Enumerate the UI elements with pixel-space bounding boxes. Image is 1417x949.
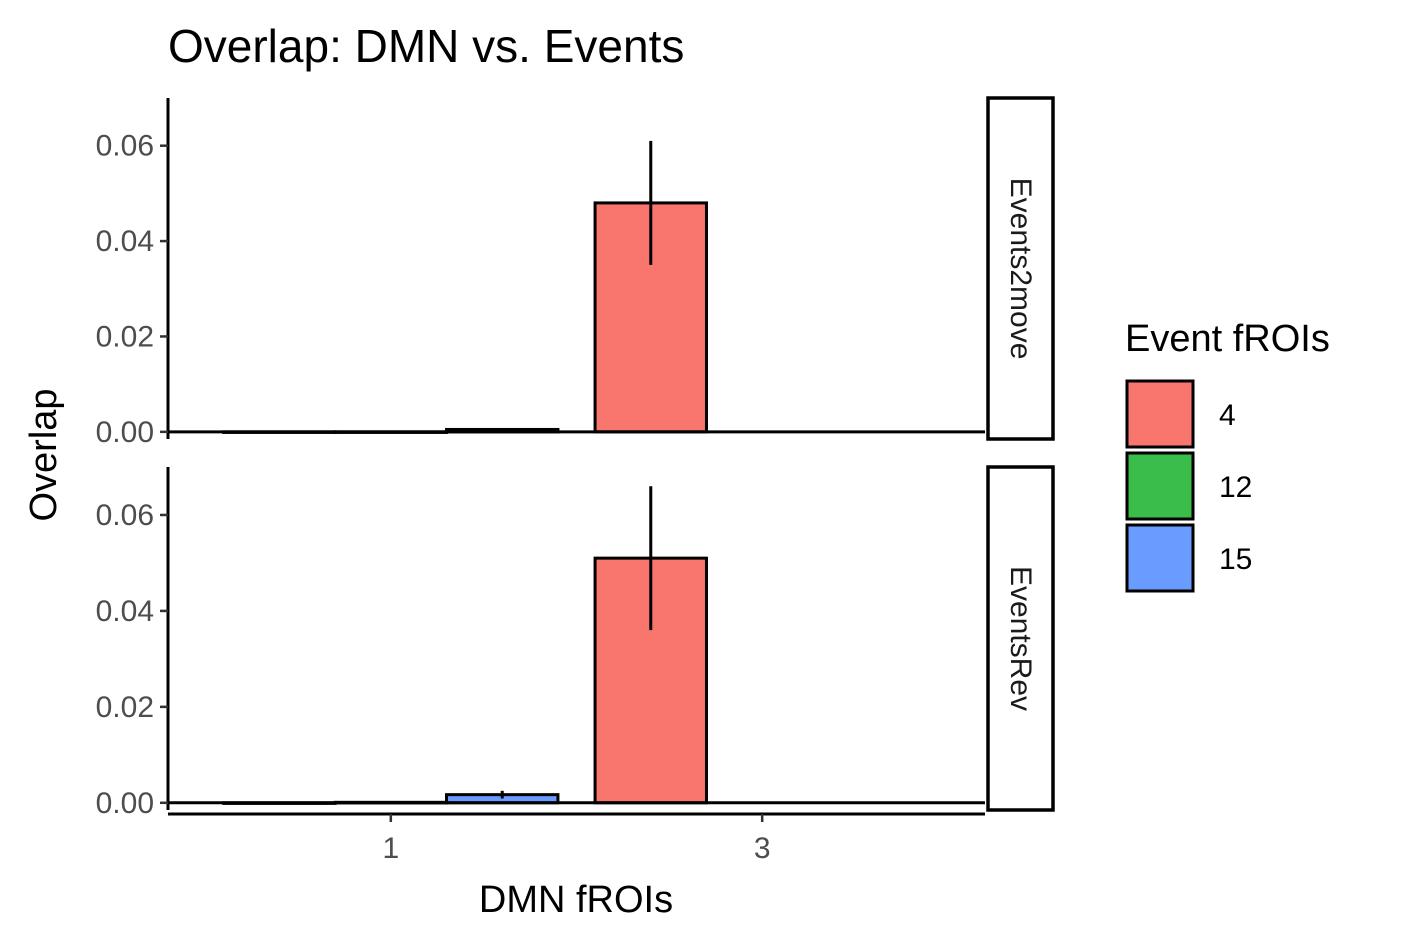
y-tick-label: 0.02 [96,320,154,353]
y-tick-label: 0.02 [96,691,154,724]
y-tick-label: 0.04 [96,595,154,628]
facet-strip [986,465,1055,812]
y-axis-title: Overlap [23,388,65,521]
legend: Event fROIs 4 12 15 [1125,318,1330,593]
x-axis-title: DMN fROIs [479,879,673,921]
facet-strip [986,96,1055,441]
y-tick-label: 0.04 [96,225,154,258]
legend-key [1125,451,1195,521]
legend-entries: 4 12 15 [1125,379,1252,593]
legend-key [1125,523,1195,593]
chart-title: Overlap: DMN vs. Events [168,20,684,72]
legend-key [1125,379,1195,449]
facet-strip-label: EventsRev [1004,566,1037,711]
legend-label: 4 [1219,399,1236,432]
x-tick-label: 1 [382,832,399,865]
y-tick-label: 0.00 [96,787,154,820]
y-tick-label: 0.06 [96,499,154,532]
legend-label: 12 [1219,471,1252,504]
legend-label: 15 [1219,543,1252,576]
x-tick-label: 3 [754,832,771,865]
facet-strip-label: Events2move [1004,178,1037,360]
panel-1: 0.00 0.02 0.04 0.06 Events2move [96,96,1055,449]
panel-2: 0.00 0.02 0.04 0.06 EventsRev [96,465,1055,820]
y-tick-label: 0.00 [96,416,154,449]
legend-title: Event fROIs [1125,318,1330,360]
panels-layer: 0.000.020.040.06Events2move0.000.020.040… [96,96,1055,865]
y-tick-label: 0.06 [96,130,154,163]
